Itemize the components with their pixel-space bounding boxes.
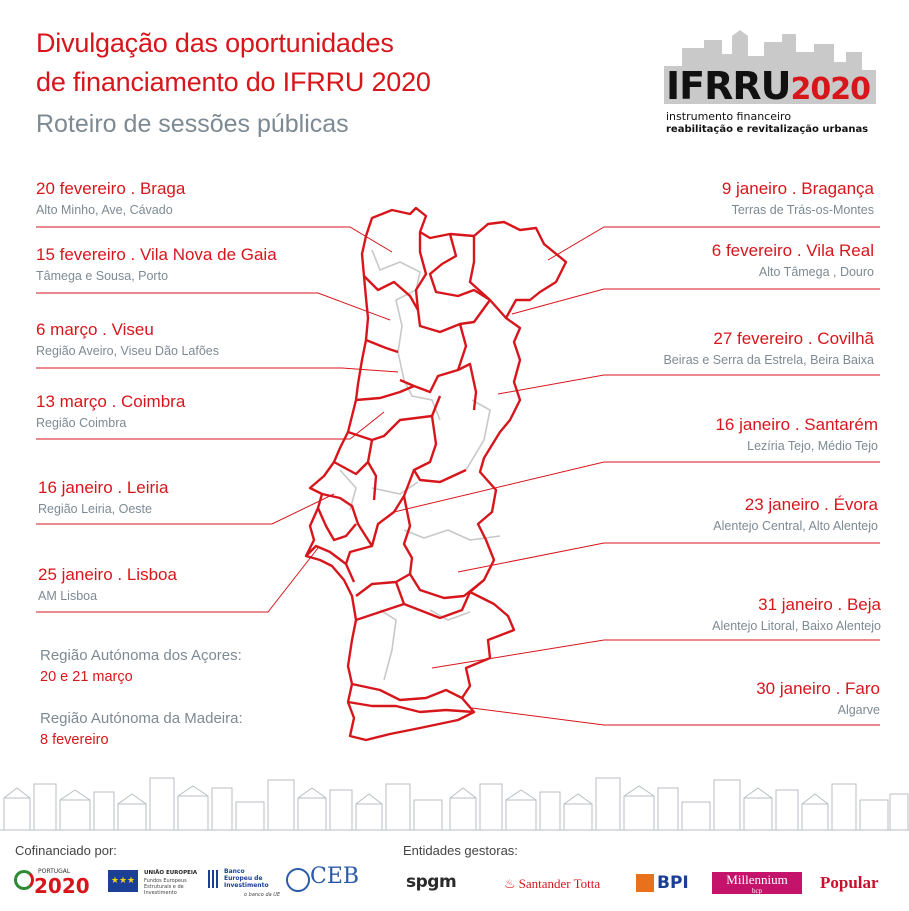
session-title: 30 janeiro . Faro [756,679,880,698]
portugal-2020-logo: PORTUGAL 2020 [14,868,100,898]
session-braganca: 9 janeiro . Bragança Terras de Trás-os-M… [722,179,874,217]
session-regions: Tâmega e Sousa, Porto [36,269,169,283]
eib-bars-icon [208,870,220,888]
region-date: 8 fevereiro [40,732,109,748]
session-title: 20 fevereiro . Braga [36,179,186,198]
session-covilha: 27 fevereiro . Covilhã Beiras e Serra da… [663,329,874,367]
city-skyline-illustration [0,777,909,831]
session-regions: Lezíria Tejo, Médio Tejo [747,439,878,453]
session-regions: Alentejo Central, Alto Alentejo [713,519,878,533]
santander-text: Santander Totta [518,876,601,891]
session-santarem: 16 janeiro . Santarém Lezíria Tejo, Médi… [715,415,878,453]
spgm-logo: spgm [406,872,457,892]
session-regions: Alto Minho, Ave, Cávado [36,203,173,217]
session-title: 23 janeiro . Évora [744,495,878,514]
ifrru-logo: IFRRU2020 instrumento financeiro reabili… [664,26,876,138]
logo-tagline2: reabilitação e revitalização urbanas [666,124,869,135]
session-coimbra: 13 março . Coimbra Região Coimbra [36,392,185,430]
session-regions: Beiras e Serra da Estrela, Beira Baixa [663,353,874,367]
session-regions: Alto Tâmega , Douro [758,265,874,279]
session-title: 15 fevereiro . Vila Nova de Gaia [36,245,277,264]
session-lisboa: 25 janeiro . Lisboa AM Lisboa [38,565,177,603]
page-title-line1: Divulgação das oportunidades [36,28,394,58]
santander-logo: ♨ Santander Totta [504,876,600,892]
eu-funds-logo: ★★★ UNIÃO EUROPEIA Fundos Europeus Estru… [108,870,202,898]
popular-logo: Popular [820,873,879,892]
ceb-logo: CEB [286,864,360,898]
session-title: 27 fevereiro . Covilhã [713,329,874,348]
map-region-borders [304,206,568,742]
page-title-line2: de financiamento do IFRRU 2020 [36,67,431,97]
session-braga: 20 fevereiro . Braga Alto Minho, Ave, Cá… [36,179,185,217]
logo-ifrru-text: IFRRU [666,64,791,108]
eib-logo: Banco Europeu de Investimento o banco da… [208,868,280,902]
eib-name: Banco Europeu de Investimento [224,868,269,889]
eu-flag-icon: ★★★ [108,870,138,892]
eib-tagline: o banco da UE [244,892,281,898]
session-title: 31 janeiro . Beja [758,595,881,614]
flame-icon: ♨ [504,876,516,892]
portugal-2020-emblem-icon [14,870,34,890]
page-subtitle: Roteiro de sessões públicas [36,110,349,138]
session-title: 13 março . Coimbra [36,392,186,411]
session-title: 25 janeiro . Lisboa [38,565,177,584]
region-title: Região Autónoma dos Açores: [40,647,242,664]
logo-tagline1: instrumento financeiro [666,110,792,123]
ceb-emblem-icon [286,868,310,892]
session-regions: Alentejo Litoral, Baixo Alentejo [712,619,881,633]
millennium-sub: bcp [751,887,763,895]
cofinanced-label: Cofinanciado por: [15,843,117,858]
session-vila-real: 6 fevereiro . Vila Real Alto Tâmega , Do… [712,241,874,279]
session-regions: Região Aveiro, Viseu Dão Lafões [36,344,219,358]
session-regions: Algarve [837,703,880,717]
connector-lines-right [393,226,880,726]
portugal-map [36,206,880,742]
millennium-logo: Millennium bcp [712,872,802,895]
ceb-text: CEB [310,864,360,889]
session-regions: Região Leiria, Oeste [38,502,152,516]
session-beja: 31 janeiro . Beja Alentejo Litoral, Baix… [712,595,881,633]
session-regions: AM Lisboa [38,589,98,603]
eu-funds-sub: Fundos Europeus Estruturais e de Investi… [144,878,187,896]
logo-year-text: 2020 [790,72,870,107]
session-madeira: Região Autónoma da Madeira: 8 fevereiro [40,710,243,748]
bpi-text: BPI [657,873,689,893]
session-title: 16 janeiro . Leiria [38,478,169,497]
managers-label: Entidades gestoras: [403,843,518,858]
session-title: 6 março . Viseu [36,320,154,339]
bpi-logo: BPI [636,873,689,893]
session-faro: 30 janeiro . Faro Algarve [756,679,880,717]
session-title: 9 janeiro . Bragança [721,179,874,198]
connector-lines-left [36,226,399,613]
bpi-mark-icon [636,874,654,892]
portugal-2020-text: 2020 [34,874,90,898]
session-title: 16 janeiro . Santarém [715,415,878,434]
session-vila-nova-de-gaia: 15 fevereiro . Vila Nova de Gaia Tâmega … [36,245,277,283]
session-viseu: 6 março . Viseu Região Aveiro, Viseu Dão… [36,320,219,358]
eu-label: UNIÃO EUROPEIA [144,870,198,876]
session-leiria: 16 janeiro . Leiria Região Leiria, Oeste [38,478,168,516]
region-title: Região Autónoma da Madeira: [40,710,243,727]
session-regions: Terras de Trás-os-Montes [731,203,874,217]
session-evora: 23 janeiro . Évora Alentejo Central, Alt… [713,495,878,533]
session-title: 6 fevereiro . Vila Real [711,241,874,260]
city-skyline-icon [664,30,876,104]
portugal-label: PORTUGAL [38,868,71,875]
session-regions: Região Coimbra [36,416,127,430]
session-acores: Região Autónoma dos Açores: 20 e 21 març… [40,647,242,685]
millennium-text: Millennium [726,872,788,887]
region-date: 20 e 21 março [40,669,133,685]
